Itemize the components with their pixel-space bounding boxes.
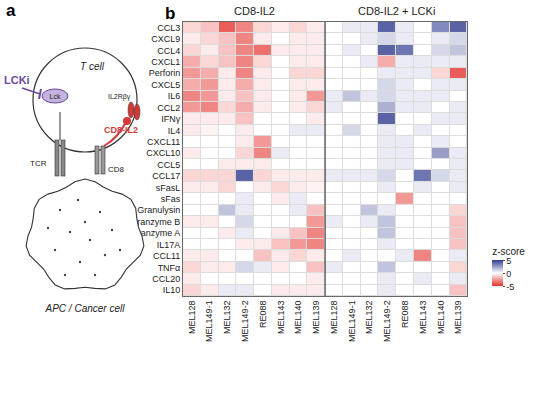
svg-text:CXCL5: CXCL5	[151, 80, 180, 90]
svg-text:MEL132: MEL132	[364, 300, 374, 334]
svg-text:MEL149-2: MEL149-2	[382, 300, 392, 342]
svg-text:CD8-IL2: CD8-IL2	[234, 5, 275, 17]
svg-text:MEL140: MEL140	[436, 300, 446, 334]
svg-text:CXCL1: CXCL1	[151, 57, 180, 67]
svg-text:IL4: IL4	[168, 126, 181, 136]
svg-text:MEL128: MEL128	[329, 300, 339, 334]
svg-text:LCKi: LCKi	[4, 74, 30, 86]
svg-text:-5: -5	[506, 282, 514, 292]
svg-text:MEL143: MEL143	[418, 300, 428, 334]
svg-text:MEL149-1: MEL149-1	[205, 300, 215, 342]
svg-text:a: a	[6, 1, 16, 20]
svg-text:MEL149-2: MEL149-2	[240, 300, 250, 342]
svg-text:Lck: Lck	[50, 93, 61, 100]
svg-text:CXCL10: CXCL10	[146, 148, 180, 158]
svg-text:MEL140: MEL140	[293, 300, 303, 334]
svg-text:IL17A: IL17A	[157, 240, 181, 250]
svg-text:CXCL11: CXCL11	[147, 137, 180, 147]
svg-text:CCL3: CCL3	[157, 23, 180, 33]
svg-text:T cell: T cell	[80, 61, 105, 72]
svg-text:MEL132: MEL132	[222, 300, 232, 334]
svg-text:Granzyme B: Granzyme B	[130, 217, 180, 227]
svg-text:0: 0	[506, 269, 511, 279]
svg-text:CD8-IL2 + LCKi: CD8-IL2 + LCKi	[358, 5, 435, 17]
svg-text:sFasL: sFasL	[156, 183, 181, 193]
svg-text:MEL149-1: MEL149-1	[347, 300, 357, 342]
svg-text:MEL143: MEL143	[276, 300, 286, 334]
svg-text:CXCL9: CXCL9	[151, 34, 180, 44]
svg-text:CCL4: CCL4	[157, 46, 180, 56]
svg-text:CCL2: CCL2	[157, 103, 180, 113]
svg-text:IL10: IL10	[163, 285, 181, 295]
svg-text:MEL139: MEL139	[453, 300, 463, 334]
svg-text:IL6: IL6	[168, 91, 181, 101]
svg-text:IL2Rβγ: IL2Rβγ	[108, 93, 131, 101]
svg-text:TNFα: TNFα	[158, 263, 181, 273]
svg-text:APC / Cancer cell: APC / Cancer cell	[45, 303, 126, 314]
svg-text:MEL139: MEL139	[311, 300, 321, 334]
svg-text:TCR: TCR	[30, 159, 47, 168]
svg-text:z-score: z-score	[492, 246, 525, 257]
svg-text:b: b	[165, 4, 175, 23]
svg-text:RE088: RE088	[258, 300, 268, 328]
svg-text:5: 5	[506, 256, 511, 266]
svg-text:CD8: CD8	[108, 165, 125, 174]
svg-text:Granzyme A: Granzyme A	[131, 228, 181, 238]
svg-text:Granulysin: Granulysin	[137, 205, 180, 215]
svg-text:CCL17: CCL17	[152, 171, 180, 181]
svg-text:CCL11: CCL11	[153, 251, 180, 261]
svg-text:CD8-IL2: CD8-IL2	[104, 125, 138, 135]
svg-text:MEL128: MEL128	[187, 300, 197, 334]
svg-text:Perforin: Perforin	[149, 68, 181, 78]
svg-text:CCL5: CCL5	[157, 160, 180, 170]
svg-text:CCL20: CCL20	[152, 274, 180, 284]
svg-text:IFNγ: IFNγ	[161, 114, 180, 124]
svg-text:RE088: RE088	[400, 300, 410, 328]
svg-text:sFas: sFas	[161, 194, 181, 204]
